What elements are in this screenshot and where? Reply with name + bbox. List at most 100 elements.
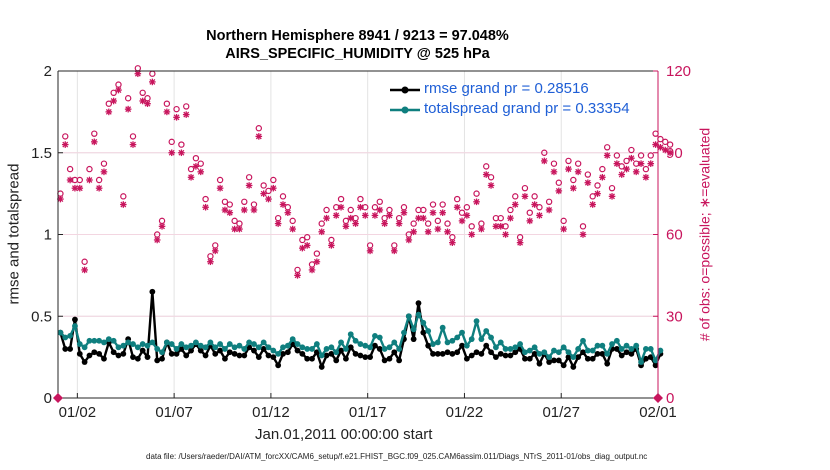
series-point-rmse [255, 354, 262, 361]
series-point-totalspread [430, 341, 436, 347]
series-point-rmse [468, 352, 475, 359]
obs-evaluated-marker [347, 214, 355, 222]
obs-evaluated-marker [642, 173, 650, 181]
series-point-rmse [415, 300, 422, 307]
y-axis-label-right: # of obs: o=possible; ∗=evaluated [696, 127, 713, 342]
obs-evaluated-stroke [628, 155, 635, 162]
series-point-totalspread [367, 344, 373, 351]
series-point-totalspread [497, 339, 504, 346]
y-left-tick-label: 1.5 [31, 145, 52, 162]
series-point-rmse [463, 355, 470, 362]
obs-evaluated-marker [574, 168, 582, 176]
series-point-rmse [313, 349, 320, 356]
obs-evaluated-stroke [425, 228, 432, 235]
obs-evaluated-marker [303, 242, 311, 249]
obs-evaluated-stroke [192, 163, 199, 170]
series-point-totalspread [173, 346, 180, 352]
obs-evaluated-stroke [275, 220, 282, 227]
obs-possible-marker [255, 125, 263, 132]
obs-evaluated-stroke [313, 258, 320, 265]
series-point-totalspread [352, 337, 359, 344]
series-point-totalspread [207, 339, 214, 346]
obs-evaluated-stroke [589, 201, 596, 208]
obs-possible-marker [444, 220, 451, 227]
obs-evaluated-stroke [517, 239, 524, 246]
obs-possible-marker [584, 171, 592, 178]
x-tick-label: 01/12 [252, 404, 290, 421]
series-point-totalspread [531, 344, 538, 351]
obs-possible-marker [463, 204, 471, 211]
obs-evaluated-stroke [478, 226, 485, 232]
series-point-totalspread [633, 342, 640, 349]
obs-evaluated-marker [250, 206, 258, 214]
series-point-rmse [536, 360, 543, 367]
series-point-totalspread [280, 344, 286, 351]
series-point-totalspread [299, 344, 306, 351]
series-point-totalspread [584, 347, 591, 354]
series-point-rmse [222, 355, 228, 362]
series-point-rmse [493, 354, 499, 361]
series-point-rmse [623, 349, 630, 356]
series-point-totalspread [401, 329, 407, 336]
obs-evaluated-marker [415, 214, 422, 222]
series-point-rmse [149, 288, 156, 295]
obs-possible-marker [86, 165, 93, 173]
obs-possible-marker [134, 65, 142, 72]
series-point-totalspread [483, 328, 490, 334]
obs-evaluated-marker [61, 141, 69, 148]
series-point-rmse [434, 350, 441, 357]
legend-entry-rmse: rmse grand pr = 0.28516 [388, 80, 658, 100]
obs-possible-marker [357, 195, 364, 203]
series-point-rmse [367, 354, 373, 361]
obs-evaluated-stroke [96, 185, 103, 192]
obs-possible-marker [487, 174, 495, 181]
series-point-totalspread [449, 337, 456, 344]
series-point-rmse [565, 354, 572, 361]
obs-evaluated-stroke [434, 226, 441, 232]
obs-possible-marker [216, 176, 224, 184]
obs-evaluated-stroke [507, 215, 514, 222]
obs-possible-marker [458, 209, 466, 216]
obs-possible-marker [376, 198, 383, 205]
obs-possible-marker [521, 184, 529, 192]
obs-evaluated-marker [429, 209, 437, 216]
series-point-rmse [430, 350, 436, 357]
obs-evaluated-marker [173, 114, 180, 121]
series-point-totalspread [652, 357, 659, 364]
series-point-totalspread [396, 346, 403, 352]
obs-evaluated-stroke [386, 212, 393, 219]
series-point-rmse [391, 349, 398, 356]
series-point-totalspread [488, 334, 494, 341]
obs-evaluated-stroke [580, 231, 586, 238]
series-point-totalspread [507, 346, 514, 352]
obs-evaluated-marker [81, 266, 88, 274]
obs-possible-marker [545, 198, 553, 205]
series-point-totalspread [391, 339, 398, 346]
obs-possible-marker [124, 95, 132, 102]
series-point-rmse [323, 352, 330, 359]
series-point-totalspread [226, 341, 233, 347]
series-point-totalspread [159, 349, 165, 356]
obs-evaluated-marker [134, 70, 142, 78]
obs-evaluated-marker [144, 100, 151, 107]
obs-possible-marker [299, 236, 306, 244]
obs-possible-marker [260, 182, 267, 189]
obs-evaluated-stroke [91, 138, 98, 145]
obs-possible-marker [541, 149, 548, 156]
obs-evaluated-stroke [183, 111, 190, 118]
obs-possible-marker [410, 220, 417, 227]
obs-possible-marker [512, 193, 519, 200]
obs-evaluated-stroke [231, 226, 238, 232]
obs-evaluated-stroke [309, 266, 315, 273]
obs-evaluated-marker [236, 225, 243, 233]
series-point-rmse [507, 352, 514, 359]
obs-evaluated-marker [139, 97, 146, 105]
obs-evaluated-marker [299, 244, 306, 252]
series-point-totalspread [405, 313, 412, 320]
obs-evaluated-marker [381, 220, 388, 227]
obs-evaluated-stroke [439, 209, 446, 216]
series-point-totalspread [222, 346, 228, 352]
obs-evaluated-marker [570, 184, 577, 192]
series-point-totalspread [473, 318, 480, 325]
series-point-rmse [226, 349, 233, 356]
